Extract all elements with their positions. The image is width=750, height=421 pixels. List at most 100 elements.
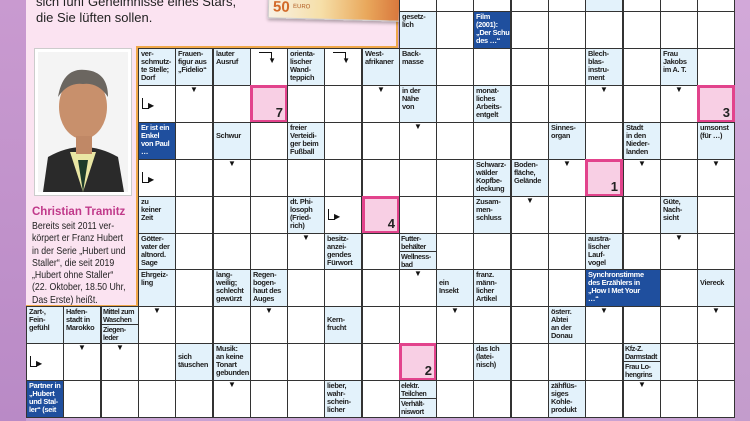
answer-cell[interactable] (623, 306, 661, 344)
answer-cell[interactable] (175, 122, 213, 160)
answer-cell[interactable] (287, 85, 325, 123)
answer-cell[interactable] (511, 269, 549, 307)
answer-cell[interactable]: ▼ (213, 380, 251, 418)
answer-cell[interactable] (585, 196, 623, 234)
answer-cell[interactable] (436, 122, 474, 160)
answer-cell[interactable] (473, 122, 511, 160)
answer-cell[interactable] (213, 196, 251, 234)
answer-cell[interactable] (511, 122, 549, 160)
answer-cell[interactable] (473, 306, 511, 344)
answer-cell[interactable] (697, 343, 735, 381)
answer-cell[interactable]: ▼ (623, 380, 661, 418)
answer-cell[interactable] (697, 380, 735, 418)
answer-cell[interactable] (250, 159, 288, 197)
answer-cell[interactable]: ▼ (623, 159, 661, 197)
answer-cell[interactable]: ▼ (175, 85, 213, 123)
answer-cell[interactable] (138, 380, 176, 418)
answer-cell[interactable] (548, 85, 586, 123)
answer-cell[interactable] (548, 343, 586, 381)
answer-cell[interactable] (660, 122, 698, 160)
answer-cell[interactable]: ▼ (138, 306, 176, 344)
answer-cell[interactable] (473, 380, 511, 418)
answer-cell[interactable] (548, 196, 586, 234)
answer-cell[interactable] (250, 48, 288, 86)
answer-cell[interactable]: ▼ (250, 306, 288, 344)
answer-cell[interactable] (324, 159, 362, 197)
answer-cell[interactable] (287, 159, 325, 197)
answer-cell[interactable]: ▼ (63, 343, 101, 381)
answer-cell[interactable] (660, 159, 698, 197)
answer-cell[interactable]: ▼ (697, 159, 735, 197)
answer-cell[interactable]: ▼ (585, 85, 623, 123)
answer-cell[interactable] (399, 159, 437, 197)
answer-cell[interactable] (511, 233, 549, 271)
answer-cell[interactable]: ▼ (399, 122, 437, 160)
answer-cell[interactable]: ▼ (548, 159, 586, 197)
answer-cell[interactable] (175, 196, 213, 234)
answer-cell[interactable] (287, 380, 325, 418)
answer-cell[interactable] (138, 159, 176, 197)
answer-cell[interactable] (175, 306, 213, 344)
answer-cell[interactable] (585, 380, 623, 418)
answer-cell[interactable] (63, 380, 101, 418)
answer-cell[interactable] (623, 11, 661, 49)
answer-cell[interactable] (585, 343, 623, 381)
answer-cell[interactable] (175, 159, 213, 197)
answer-cell[interactable] (511, 48, 549, 86)
answer-cell[interactable]: ▼ (287, 233, 325, 271)
answer-cell[interactable] (138, 343, 176, 381)
answer-cell[interactable] (287, 269, 325, 307)
answer-cell[interactable] (213, 233, 251, 271)
solution-cell[interactable]: 2 (399, 343, 437, 381)
answer-cell[interactable] (660, 11, 698, 49)
answer-cell[interactable] (362, 159, 400, 197)
answer-cell[interactable] (175, 269, 213, 307)
answer-cell[interactable] (511, 380, 549, 418)
answer-cell[interactable] (548, 48, 586, 86)
answer-cell[interactable] (362, 380, 400, 418)
answer-cell[interactable] (436, 343, 474, 381)
answer-cell[interactable]: ▼ (660, 85, 698, 123)
answer-cell[interactable] (362, 306, 400, 344)
answer-cell[interactable] (287, 343, 325, 381)
answer-cell[interactable] (623, 48, 661, 86)
answer-cell[interactable] (250, 196, 288, 234)
answer-cell[interactable] (585, 122, 623, 160)
answer-cell[interactable] (436, 48, 474, 86)
answer-cell[interactable] (697, 48, 735, 86)
answer-cell[interactable] (623, 233, 661, 271)
answer-cell[interactable] (324, 196, 362, 234)
answer-cell[interactable] (287, 306, 325, 344)
answer-cell[interactable] (250, 343, 288, 381)
answer-cell[interactable]: ▼ (585, 306, 623, 344)
answer-cell[interactable] (697, 11, 735, 49)
answer-cell[interactable] (436, 196, 474, 234)
answer-cell[interactable] (548, 233, 586, 271)
answer-cell[interactable] (362, 343, 400, 381)
answer-cell[interactable]: ▼ (660, 233, 698, 271)
answer-cell[interactable] (175, 380, 213, 418)
answer-cell[interactable]: ▼ (697, 306, 735, 344)
answer-cell[interactable] (101, 380, 139, 418)
answer-cell[interactable] (362, 122, 400, 160)
answer-cell[interactable] (324, 343, 362, 381)
answer-cell[interactable] (585, 11, 623, 49)
answer-cell[interactable] (511, 85, 549, 123)
answer-cell[interactable] (436, 11, 474, 49)
solution-cell[interactable]: 7 (250, 85, 288, 123)
answer-cell[interactable] (324, 48, 362, 86)
solution-cell[interactable]: 4 (362, 196, 400, 234)
answer-cell[interactable] (473, 48, 511, 86)
answer-cell[interactable] (399, 306, 437, 344)
answer-cell[interactable] (250, 122, 288, 160)
answer-cell[interactable]: ▼ (213, 159, 251, 197)
answer-cell[interactable] (436, 85, 474, 123)
answer-cell[interactable] (213, 306, 251, 344)
answer-cell[interactable] (250, 380, 288, 418)
answer-cell[interactable] (548, 269, 586, 307)
answer-cell[interactable] (623, 85, 661, 123)
answer-cell[interactable] (623, 196, 661, 234)
answer-cell[interactable] (660, 269, 698, 307)
answer-cell[interactable]: ▼ (511, 196, 549, 234)
answer-cell[interactable]: ▼ (362, 85, 400, 123)
